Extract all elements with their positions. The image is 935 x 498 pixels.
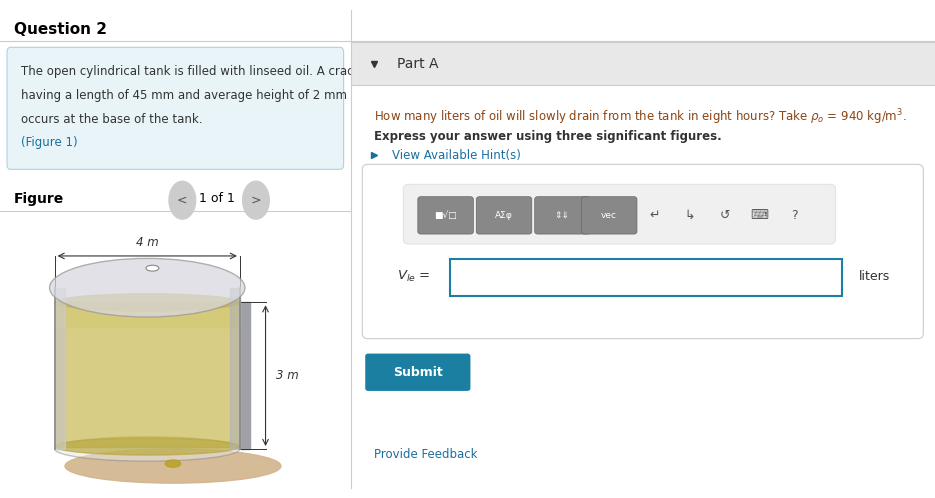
Text: How many liters of oil will slowly drain from the tank in eight hours? Take $\rh: How many liters of oil will slowly drain…	[374, 107, 907, 126]
Ellipse shape	[54, 438, 240, 455]
FancyBboxPatch shape	[351, 42, 935, 85]
Text: View Available Hint(s): View Available Hint(s)	[392, 149, 521, 162]
FancyBboxPatch shape	[7, 47, 344, 169]
Text: AΣφ: AΣφ	[495, 211, 512, 220]
Ellipse shape	[54, 437, 240, 461]
Ellipse shape	[146, 265, 159, 271]
Text: liters: liters	[859, 270, 890, 283]
Ellipse shape	[50, 258, 245, 317]
Text: 1 of 1: 1 of 1	[199, 192, 236, 205]
FancyBboxPatch shape	[403, 184, 836, 244]
Polygon shape	[54, 302, 240, 327]
Text: occurs at the base of the tank.: occurs at the base of the tank.	[21, 113, 203, 125]
Ellipse shape	[54, 294, 240, 311]
Text: Question 2: Question 2	[14, 22, 107, 37]
FancyBboxPatch shape	[418, 197, 473, 234]
Text: <: <	[177, 194, 188, 207]
Circle shape	[243, 181, 269, 219]
Polygon shape	[230, 288, 240, 449]
Text: 4 m: 4 m	[136, 236, 159, 249]
FancyBboxPatch shape	[363, 164, 924, 339]
Text: 3 m: 3 m	[276, 369, 298, 382]
Text: Express your answer using three significant figures.: Express your answer using three signific…	[374, 130, 722, 143]
Text: ?: ?	[791, 209, 798, 222]
Text: Provide Feedback: Provide Feedback	[374, 448, 478, 461]
FancyBboxPatch shape	[476, 197, 532, 234]
FancyBboxPatch shape	[582, 197, 637, 234]
Polygon shape	[54, 302, 240, 447]
Text: >: >	[251, 194, 261, 207]
Text: having a length of 45 mm and average height of 2 mm: having a length of 45 mm and average hei…	[21, 89, 347, 102]
Text: Submit: Submit	[393, 366, 442, 378]
Text: ↺: ↺	[719, 209, 730, 222]
Text: Part A: Part A	[397, 57, 439, 71]
Text: vec: vec	[601, 211, 617, 220]
Text: ↵: ↵	[649, 209, 660, 222]
FancyBboxPatch shape	[450, 259, 842, 296]
FancyBboxPatch shape	[535, 197, 590, 234]
Text: The open cylindrical tank is filled with linseed oil. A crack: The open cylindrical tank is filled with…	[21, 65, 360, 78]
Text: Figure: Figure	[14, 192, 65, 206]
Polygon shape	[54, 288, 65, 449]
Ellipse shape	[165, 460, 180, 467]
FancyBboxPatch shape	[366, 354, 470, 391]
Text: (Figure 1): (Figure 1)	[21, 136, 78, 149]
Circle shape	[169, 181, 195, 219]
Ellipse shape	[65, 449, 281, 483]
Text: ⌨: ⌨	[751, 209, 769, 222]
Text: ⇕⇓: ⇕⇓	[554, 211, 569, 220]
Text: $\it{V_{le}}$ =: $\it{V_{le}}$ =	[397, 269, 431, 284]
Text: ■√□: ■√□	[434, 211, 456, 220]
Text: ↳: ↳	[684, 209, 695, 222]
